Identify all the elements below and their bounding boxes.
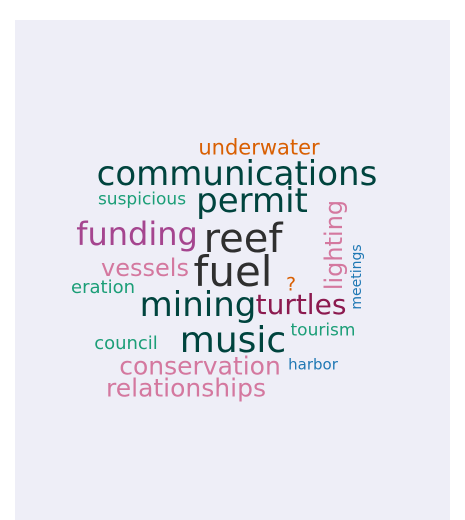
word-suspicious: suspicious — [97, 189, 187, 210]
word-communications: communications — [96, 154, 378, 194]
word-council: council — [94, 333, 158, 354]
word-eration: eration — [71, 277, 135, 298]
word-conservation: conservation — [119, 351, 281, 381]
word-meetings: meetings — [349, 244, 365, 310]
word-underwater: underwater — [198, 135, 320, 160]
word-harbor: harbor — [288, 355, 338, 374]
word-vessels: vessels — [101, 254, 189, 282]
word-mining: mining — [139, 285, 257, 325]
word-permit: permit — [196, 181, 308, 221]
word-turtles: turtles — [255, 288, 347, 321]
word-reef: reef — [203, 216, 283, 262]
word-tourism: tourism — [290, 320, 356, 341]
word-music: music — [179, 320, 287, 361]
plot-panel — [15, 20, 450, 520]
word-question-mark: ? — [285, 273, 297, 296]
word-funding: funding — [76, 215, 198, 253]
word-fuel: fuel — [193, 247, 273, 296]
word-lighting: lighting — [320, 199, 348, 291]
word-relationships: relationships — [106, 373, 266, 403]
